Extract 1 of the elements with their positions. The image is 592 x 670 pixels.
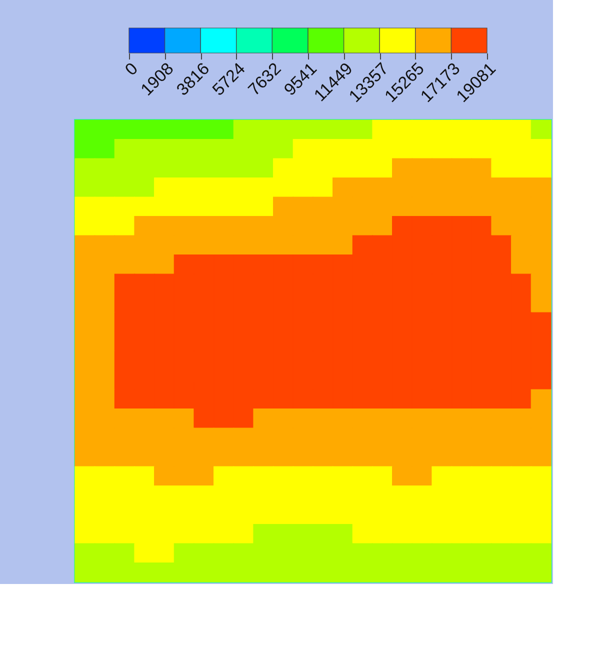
color-bar-label: 0 (121, 59, 142, 80)
